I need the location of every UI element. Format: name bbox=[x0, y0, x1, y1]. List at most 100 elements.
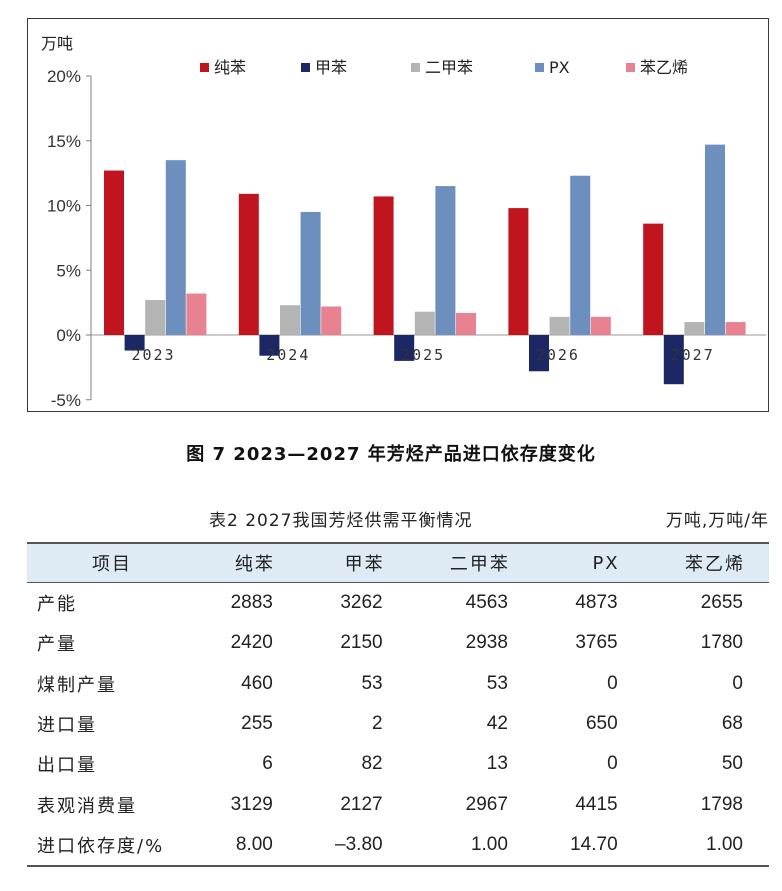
legend-label: 二甲苯 bbox=[425, 58, 473, 77]
header-toluene: 甲苯 bbox=[298, 542, 409, 583]
table-row: 出口量 6 82 13 0 50 bbox=[27, 744, 769, 784]
row-label: 煤制产量 bbox=[37, 674, 117, 696]
row-label: 进口量 bbox=[37, 715, 97, 737]
bar-二甲苯-2023 bbox=[145, 300, 166, 335]
legend-swatch bbox=[301, 63, 310, 72]
legend-label: 纯苯 bbox=[214, 58, 246, 77]
table-cell: 2127 bbox=[340, 793, 383, 815]
table-row: 产能 2883 3262 4563 4873 2655 bbox=[27, 583, 769, 624]
header-xylene: 二甲苯 bbox=[408, 542, 534, 583]
row-label: 产能 bbox=[37, 594, 77, 616]
table-row: 表观消费量 3129 2127 2967 4415 1798 bbox=[27, 784, 769, 824]
legend-label: 甲苯 bbox=[315, 58, 347, 77]
table-caption: 表2 2027我国芳烃供需平衡情况 万吨,万吨/年 bbox=[27, 506, 769, 534]
supply-demand-table: 项目 纯苯 甲苯 二甲苯 PX 苯乙烯 产能 2883 3262 4563 4873 26… bbox=[27, 542, 769, 868]
bar-纯苯-2026 bbox=[508, 208, 529, 335]
table-row: 煤制产量 460 53 53 0 0 bbox=[27, 664, 769, 704]
table-row: 进口量 255 2 42 650 68 bbox=[27, 704, 769, 744]
legend-swatch bbox=[200, 63, 209, 72]
figure-caption: 图 7 2023—2027 年芳烃产品进口依存度变化 bbox=[186, 444, 596, 465]
table-cell: 2883 bbox=[230, 592, 273, 614]
table-cell: 42 bbox=[486, 713, 508, 735]
header-styrene: 苯乙烯 bbox=[643, 542, 769, 583]
y-tick-label: 5% bbox=[56, 261, 81, 280]
bar-二甲苯-2025 bbox=[414, 311, 435, 335]
legend-label: PX bbox=[549, 58, 570, 77]
bar-纯苯-2025 bbox=[373, 196, 394, 335]
chart-container: -5% 0% 5% 10% 15% 20% 万吨 2023 2024 2025 2026 2027 纯苯… bbox=[27, 18, 769, 412]
x-category-label: 2026 bbox=[536, 346, 580, 364]
table-cell: 3262 bbox=[340, 592, 383, 614]
legend-swatch bbox=[626, 63, 635, 72]
bar-PX-2027 bbox=[705, 144, 725, 335]
bar-苯乙烯-2026 bbox=[590, 316, 611, 335]
bar-PX-2024 bbox=[300, 211, 321, 335]
bar-苯乙烯-2027 bbox=[725, 322, 746, 335]
header-item: 项目 bbox=[27, 542, 197, 583]
table-row: 产量 2420 2150 2938 3765 1780 bbox=[27, 623, 769, 663]
bar-纯苯-2024 bbox=[238, 193, 259, 335]
bar-甲苯-2023 bbox=[124, 335, 145, 351]
bar-苯乙烯-2025 bbox=[456, 312, 476, 335]
bar-二甲苯-2027 bbox=[684, 322, 705, 335]
table-cell: 53 bbox=[361, 672, 383, 694]
bar-chart: -5% 0% 5% 10% 15% 20% 万吨 2023 2024 2025 2026 2027 纯苯… bbox=[41, 34, 766, 410]
table-cell: 3765 bbox=[575, 632, 618, 654]
table-cell: 68 bbox=[721, 713, 743, 735]
x-category-label: 2024 bbox=[266, 346, 310, 364]
table-cell: 2938 bbox=[465, 632, 508, 654]
bar-甲苯-2026 bbox=[529, 335, 549, 372]
table-cell: 0 bbox=[607, 672, 618, 694]
table-header-row: 项目 纯苯 甲苯 二甲苯 PX 苯乙烯 bbox=[27, 542, 769, 583]
y-tick-label: 20% bbox=[47, 67, 81, 86]
table-cell: –3.80 bbox=[298, 824, 409, 868]
table-cell: 650 bbox=[585, 713, 618, 735]
bar-甲苯-2025 bbox=[394, 335, 415, 361]
legend-swatch bbox=[411, 63, 420, 72]
table-title: 表2 2027我国芳烃供需平衡情况 bbox=[209, 511, 473, 531]
table-cell: 0 bbox=[607, 753, 618, 775]
bar-纯苯-2023 bbox=[104, 170, 124, 335]
row-label: 表观消费量 bbox=[37, 795, 137, 817]
bar-甲苯-2027 bbox=[663, 335, 684, 385]
table-cell: 1780 bbox=[700, 632, 743, 654]
bar-PX-2025 bbox=[435, 186, 456, 335]
header-px: PX bbox=[533, 542, 644, 583]
bar-纯苯-2027 bbox=[643, 223, 664, 335]
x-category-label: 2025 bbox=[401, 346, 445, 364]
table-cell: 2655 bbox=[700, 592, 743, 614]
x-category-label: 2023 bbox=[131, 346, 175, 364]
table-cell: 1.00 bbox=[643, 824, 769, 868]
x-category-label: 2027 bbox=[671, 346, 715, 364]
bar-苯乙烯-2023 bbox=[186, 293, 207, 335]
table-cell: 4415 bbox=[575, 793, 618, 815]
table-cell: 3129 bbox=[230, 793, 273, 815]
y-tick-label: 0% bbox=[56, 326, 81, 345]
table-cell: 82 bbox=[361, 753, 383, 775]
table-cell: 50 bbox=[721, 753, 743, 775]
table-cell: 14.70 bbox=[533, 824, 644, 868]
table-row: 进口依存度/% 8.00 –3.80 1.00 14.70 1.00 bbox=[27, 824, 769, 868]
table-cell: 460 bbox=[241, 672, 273, 694]
table-cell: 2150 bbox=[340, 632, 383, 654]
y-tick-label: 15% bbox=[47, 132, 81, 151]
y-tick-label: -5% bbox=[51, 391, 81, 410]
row-label: 产量 bbox=[37, 634, 77, 656]
legend-swatch bbox=[535, 63, 544, 72]
bar-苯乙烯-2024 bbox=[321, 306, 342, 335]
bar-甲苯-2024 bbox=[259, 335, 280, 356]
table-cell: 1798 bbox=[700, 793, 743, 815]
bar-PX-2026 bbox=[570, 175, 591, 335]
header-benzene: 纯苯 bbox=[197, 542, 299, 583]
table-cell: 2420 bbox=[230, 632, 273, 654]
bar-二甲苯-2026 bbox=[549, 316, 570, 335]
unit-label: 万吨 bbox=[41, 34, 73, 53]
table-cell: 2967 bbox=[465, 793, 508, 815]
bar-二甲苯-2024 bbox=[280, 305, 300, 335]
table-cell: 13 bbox=[486, 753, 508, 775]
bar-PX-2023 bbox=[165, 160, 186, 335]
table-unit: 万吨,万吨/年 bbox=[665, 511, 769, 531]
table-cell: 255 bbox=[241, 713, 273, 735]
table-cell: 4873 bbox=[575, 592, 618, 614]
row-label: 出口量 bbox=[37, 755, 97, 777]
